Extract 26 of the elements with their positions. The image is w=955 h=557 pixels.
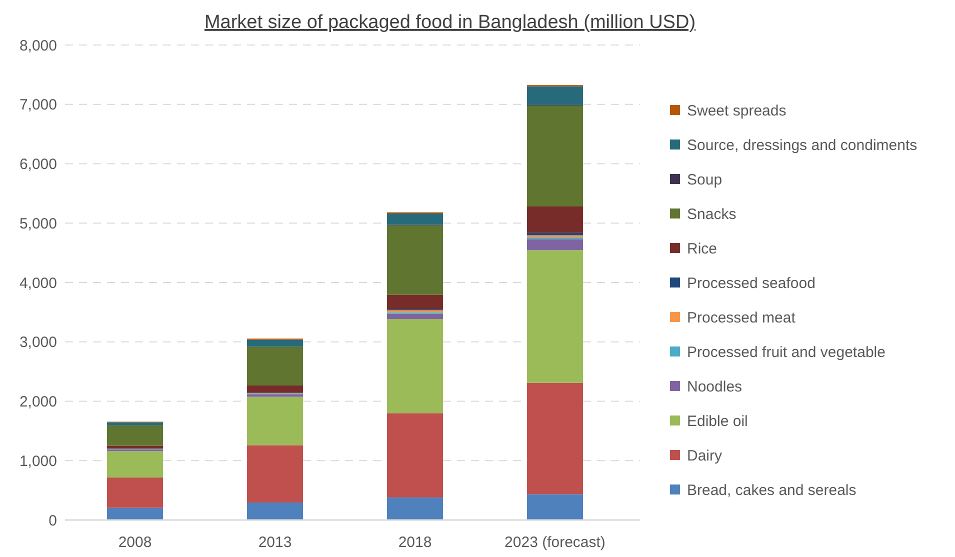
- y-tick-label: 5,000: [19, 215, 57, 232]
- chart-title: Market size of packaged food in Bangladesh (million USD): [204, 12, 696, 33]
- legend-label: Snacks: [687, 206, 736, 223]
- y-tick-label: 4,000: [19, 274, 57, 292]
- y-tick-label: 3,000: [19, 334, 57, 352]
- y-tick-label: 6,000: [19, 156, 57, 173]
- x-tick-label: 2018: [398, 534, 432, 551]
- y-tick-label: 8,000: [19, 37, 57, 54]
- y-tick-label: 2,000: [19, 394, 57, 410]
- y-tick-label: 1,000: [19, 452, 57, 470]
- legend-label: Source, dressings and condiments: [687, 136, 918, 154]
- legend-label: Processed meat: [687, 309, 796, 326]
- legend-label: Soup: [687, 171, 722, 188]
- legend-label: Dairy: [687, 447, 722, 464]
- y-tick-label: 0: [48, 512, 57, 530]
- legend-label: Bread, cakes and sereals: [687, 482, 856, 499]
- y-tick-label: 7,000: [19, 96, 57, 114]
- x-tick-label: 2013: [258, 534, 292, 551]
- legend-label: Sweet spreads: [687, 102, 786, 120]
- legend-label: Processed fruit and vegetable: [687, 344, 886, 361]
- x-tick-label: 2008: [118, 534, 152, 551]
- legend-label: Noodles: [687, 378, 742, 396]
- legend-label: Processed seafood: [687, 274, 816, 292]
- x-tick-label: 2023 (forecast): [504, 534, 606, 551]
- legend-label: Rice: [687, 240, 718, 258]
- legend-label: Edible oil: [687, 412, 748, 430]
